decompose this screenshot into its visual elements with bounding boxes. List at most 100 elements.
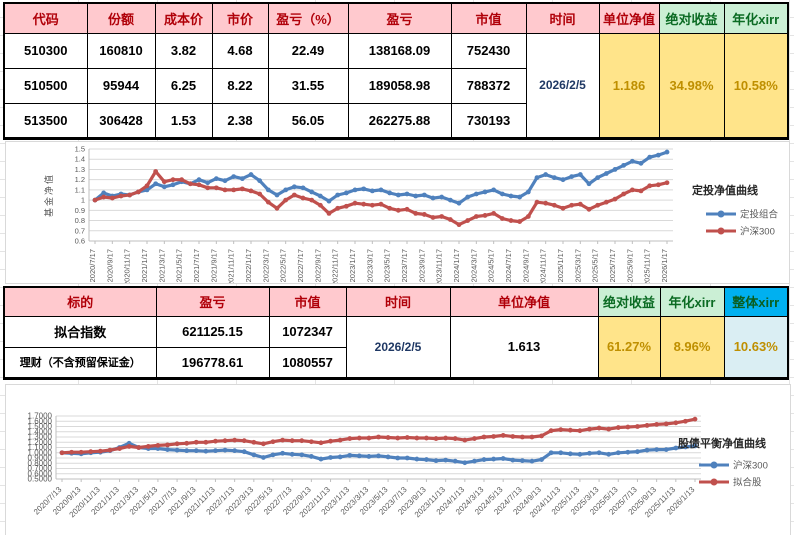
t1-cell-market-value[interactable]: 788372 <box>450 67 527 104</box>
t1-cell-unit-nav[interactable]: 1.186 <box>598 32 660 139</box>
t2-cell-pnl[interactable]: 196778.61 <box>155 346 270 379</box>
svg-text:1.6000: 1.6000 <box>28 417 53 426</box>
svg-text:1.0000: 1.0000 <box>28 448 53 457</box>
svg-text:2023/3/17: 2023/3/17 <box>365 249 374 282</box>
svg-text:2020/7/17: 2020/7/17 <box>88 249 97 282</box>
svg-text:0.9000: 0.9000 <box>28 454 53 463</box>
svg-text:1.1000: 1.1000 <box>28 443 53 452</box>
svg-text:2025/5/17: 2025/5/17 <box>591 249 600 282</box>
t1-header-pnl-pct[interactable]: 盈亏（%） <box>267 2 349 34</box>
chart-balance-nav-curve[interactable]: 1.7000 1.6000 1.5000 1.4000 1.3000 1.2000 1.10… <box>5 384 791 535</box>
t1-header-abs-return[interactable]: 绝对收益 <box>658 2 725 34</box>
svg-text:2022/3/17: 2022/3/17 <box>261 249 270 282</box>
t2-header-target[interactable]: 标的 <box>3 286 157 317</box>
t2-cell-overall-xirr[interactable]: 10.63% <box>723 315 789 379</box>
svg-text:0.7: 0.7 <box>75 226 85 235</box>
t1-header-cost[interactable]: 成本价 <box>154 2 213 34</box>
chart-balance-nav-svg: 1.70001.60001.50001.40001.30001.20001.10… <box>28 412 768 520</box>
t2-cell-abs-return[interactable]: 61.27% <box>597 315 661 379</box>
svg-text:股债平衡净值曲线: 股债平衡净值曲线 <box>678 436 766 450</box>
t2-header-unit-nav[interactable]: 单位净值 <box>449 286 599 317</box>
svg-text:2021/9/17: 2021/9/17 <box>209 249 218 282</box>
t1-cell-cost[interactable]: 6.25 <box>154 67 213 104</box>
t2-header-abs-return[interactable]: 绝对收益 <box>597 286 661 317</box>
svg-text:2021/3/17: 2021/3/17 <box>157 249 166 282</box>
t1-cell-market-value[interactable]: 752430 <box>450 32 527 69</box>
t2-header-market-value[interactable]: 市值 <box>268 286 347 317</box>
svg-text:2025/1/17: 2025/1/17 <box>556 249 565 282</box>
svg-text:2023/9/17: 2023/9/17 <box>417 249 426 282</box>
svg-text:2025/3/17: 2025/3/17 <box>573 249 582 282</box>
t1-cell-price[interactable]: 2.38 <box>211 102 269 139</box>
svg-text:拟合股: 拟合股 <box>733 477 762 489</box>
t2-cell-target[interactable]: 拟合指数 <box>3 315 157 348</box>
t1-header-price[interactable]: 市价 <box>211 2 269 34</box>
table-row: 510300 160810 3.82 4.68 22.49 138168.09 … <box>3 32 789 139</box>
t2-header-overall-xirr[interactable]: 整体xirr <box>723 286 789 317</box>
svg-text:1.1: 1.1 <box>75 185 85 194</box>
t2-header-time[interactable]: 时间 <box>345 286 451 317</box>
t1-cell-price[interactable]: 4.68 <box>211 32 269 69</box>
t2-header-annual-xirr[interactable]: 年化xirr <box>659 286 725 317</box>
t2-cell-annual-xirr[interactable]: 8.96% <box>659 315 725 379</box>
t1-header-unit-nav[interactable]: 单位净值 <box>598 2 660 34</box>
t1-cell-pnl-pct[interactable]: 22.49 <box>267 32 349 69</box>
t1-header-code[interactable]: 代码 <box>3 2 88 34</box>
svg-text:2024/9/17: 2024/9/17 <box>521 249 530 282</box>
svg-text:2026/1/17: 2026/1/17 <box>660 249 669 282</box>
svg-text:2024/7/17: 2024/7/17 <box>504 249 513 282</box>
t1-cell-code[interactable]: 513500 <box>3 102 88 139</box>
svg-text:2024/5/17: 2024/5/17 <box>487 249 496 282</box>
t2-cell-pnl[interactable]: 621125.15 <box>155 315 270 348</box>
t1-header-annual-xirr[interactable]: 年化xirr <box>723 2 789 34</box>
svg-text:沪深300: 沪深300 <box>740 226 775 238</box>
t1-header-shares[interactable]: 份额 <box>86 2 156 34</box>
svg-text:1.7000: 1.7000 <box>28 412 53 421</box>
svg-text:沪深300: 沪深300 <box>733 460 768 472</box>
svg-text:2020/9/17: 2020/9/17 <box>105 249 114 282</box>
svg-text:2025/11/17: 2025/11/17 <box>643 249 652 283</box>
t1-header-time[interactable]: 时间 <box>525 2 600 34</box>
svg-text:0.5000: 0.5000 <box>28 475 53 484</box>
svg-text:1.2000: 1.2000 <box>28 438 53 447</box>
t1-cell-code[interactable]: 510500 <box>3 67 88 104</box>
table-row: 510500 95944 6.25 8.22 31.55 189058.98 7… <box>3 67 788 104</box>
t1-cell-market-value[interactable]: 730193 <box>450 102 527 139</box>
svg-text:1: 1 <box>81 196 85 205</box>
t1-cell-abs-return[interactable]: 34.98% <box>658 32 725 139</box>
t1-cell-pnl[interactable]: 138168.09 <box>347 32 452 69</box>
t1-cell-annual-xirr[interactable]: 10.58% <box>723 32 789 139</box>
table-row: 513500 306428 1.53 2.38 56.05 262275.88 … <box>3 102 788 139</box>
t2-cell-market-value[interactable]: 1072347 <box>268 315 347 348</box>
svg-text:2022/9/17: 2022/9/17 <box>313 249 322 282</box>
t1-cell-shares[interactable]: 306428 <box>86 102 156 139</box>
t1-cell-shares[interactable]: 160810 <box>86 32 156 69</box>
svg-text:2024/3/17: 2024/3/17 <box>469 249 478 282</box>
t1-header-pnl[interactable]: 盈亏 <box>347 2 452 34</box>
t1-header-market-value[interactable]: 市值 <box>450 2 527 34</box>
t1-cell-pnl-pct[interactable]: 31.55 <box>267 67 349 104</box>
chart-dingtou-nav-curve[interactable]: 1.5 1.4 1.3 1.2 1.1 1 0.9 0.8 0.7 0.6 2020/7/17 202… <box>5 141 790 286</box>
t1-cell-time[interactable]: 2026/2/5 <box>525 32 600 139</box>
t2-cell-market-value[interactable]: 1080557 <box>268 346 347 379</box>
svg-text:2023/11/17: 2023/11/17 <box>435 249 444 283</box>
t1-cell-price[interactable]: 8.22 <box>211 67 269 104</box>
svg-text:定投净值曲线: 定投净值曲线 <box>692 183 758 197</box>
t1-cell-cost[interactable]: 1.53 <box>154 102 213 139</box>
t2-cell-time[interactable]: 2026/2/5 <box>345 315 451 379</box>
t1-cell-shares[interactable]: 95944 <box>86 67 156 104</box>
t1-cell-cost[interactable]: 3.82 <box>154 32 213 69</box>
svg-text:1.5: 1.5 <box>75 145 85 154</box>
t1-cell-pnl[interactable]: 189058.98 <box>347 67 452 104</box>
svg-text:1.4000: 1.4000 <box>28 427 53 436</box>
svg-text:2024/11/17: 2024/11/17 <box>539 249 548 283</box>
t2-header-pnl[interactable]: 盈亏 <box>155 286 270 317</box>
t2-header-row: 标的 盈亏 市值 时间 单位净值 绝对收益 年化xirr 整体xirr <box>3 286 789 317</box>
t1-cell-pnl[interactable]: 262275.88 <box>347 102 452 139</box>
t1-cell-pnl-pct[interactable]: 56.05 <box>267 102 349 139</box>
svg-text:2022/1/17: 2022/1/17 <box>244 249 253 282</box>
svg-text:0.6: 0.6 <box>75 237 85 246</box>
t2-cell-unit-nav[interactable]: 1.613 <box>449 315 599 379</box>
t2-cell-target[interactable]: 理财（不含预留保证金） <box>3 346 157 379</box>
t1-cell-code[interactable]: 510300 <box>3 32 88 69</box>
